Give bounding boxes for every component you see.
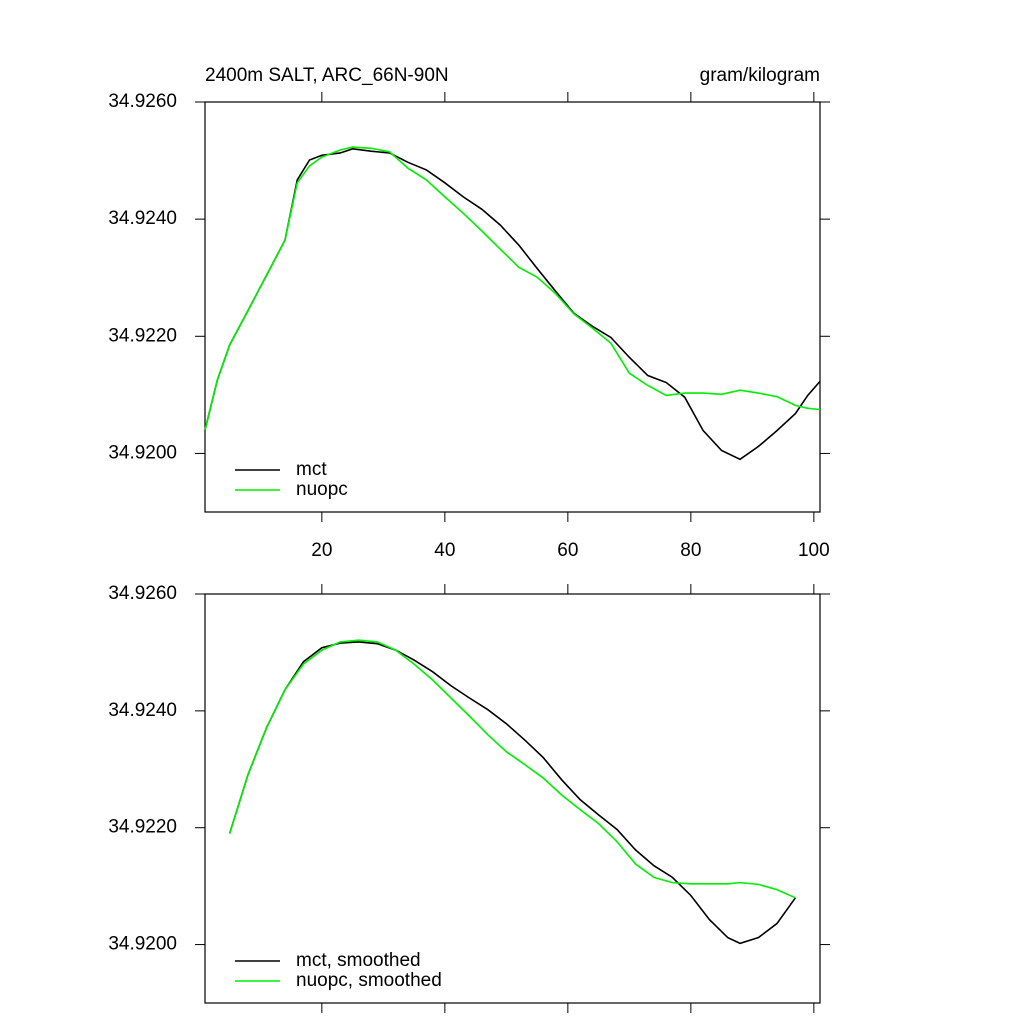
y-tick-label: 34.9220 [108,325,177,346]
y-tick-label: 34.9220 [108,817,177,838]
x-tick-label: 20 [311,540,332,561]
x-tick-label: 100 [798,540,830,561]
series-line [204,146,821,431]
series-line [228,641,797,945]
units-label: gram/kilogram [700,65,820,86]
legend-label: nuopc, smoothed [296,970,442,991]
series-line [204,148,821,461]
x-tick-label: 60 [557,540,578,561]
y-tick-label: 34.9260 [108,583,177,604]
y-tick-label: 34.9240 [108,700,177,721]
plot-frame [204,593,821,1004]
y-tick-label: 34.9200 [108,442,177,463]
legend-label: mct [296,459,327,480]
legend-label: nuopc [296,479,348,500]
chart-title: 2400m SALT, ARC_66N-90N [205,65,449,86]
y-tick-label: 34.9260 [108,91,177,112]
y-tick-label: 34.9240 [108,208,177,229]
x-tick-label: 80 [680,540,701,561]
x-tick-label: 40 [434,540,455,561]
series-line [228,639,796,899]
plot-frame [204,101,821,513]
legend-label: mct, smoothed [296,950,421,971]
y-tick-label: 34.9200 [108,934,177,955]
